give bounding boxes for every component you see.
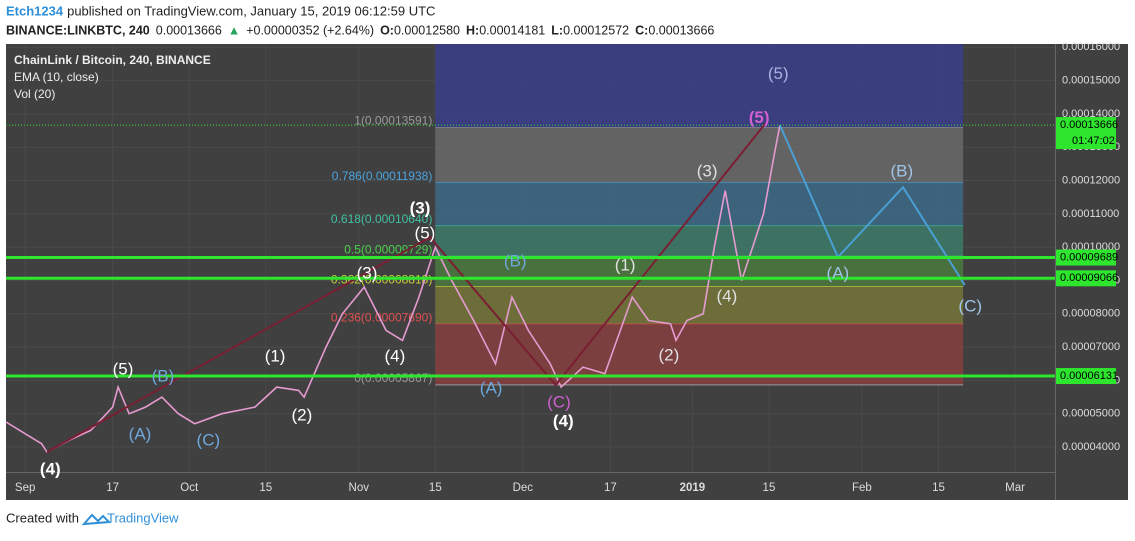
- header-text: ▲: [228, 23, 240, 37]
- wave-label: (C): [958, 297, 982, 316]
- wave-label: (3): [410, 199, 431, 218]
- wave-label: (A): [480, 379, 503, 398]
- x-tick-label: Nov: [349, 482, 370, 494]
- wave-label: (4): [716, 287, 737, 306]
- y-tick-label: 0.00012000: [1062, 174, 1120, 186]
- wave-label: (B): [504, 252, 527, 271]
- fib-zone: [435, 127, 964, 183]
- x-tick-label: 15: [429, 482, 442, 494]
- x-tick-label: Feb: [852, 482, 872, 494]
- x-tick-label: Dec: [513, 482, 534, 494]
- author[interactable]: Etch1234: [6, 3, 64, 18]
- header-text: L:: [551, 23, 563, 37]
- fib-zone: [435, 286, 964, 325]
- price-tag: [1056, 249, 1116, 266]
- countdown: 01:47:02: [1072, 135, 1115, 147]
- header-text: 0.00014181: [479, 23, 545, 37]
- price-line: [46, 123, 766, 453]
- wave-label: (2): [291, 406, 312, 425]
- price-tag: [1056, 368, 1116, 385]
- legend-entry: ChainLink / Bitcoin, 240, BINANCE: [14, 53, 211, 67]
- footer: Created with TradingView: [6, 510, 179, 525]
- price-tag-label: 0.00009689: [1060, 251, 1118, 263]
- fib-label: 0(0.00005867): [354, 371, 432, 385]
- price-tag: [1056, 270, 1116, 287]
- wave-label: (B): [152, 367, 175, 386]
- wave-label: (C): [547, 393, 571, 412]
- y-tick-label: 0.00015000: [1062, 75, 1120, 87]
- price-line: [5, 124, 781, 454]
- fib-label: 0.618(0.00010640): [331, 212, 432, 226]
- x-tick-label: Sep: [15, 482, 35, 494]
- wave-label: (A): [827, 264, 850, 283]
- fib-label: 0.786(0.00011938): [332, 169, 433, 183]
- header-text: 0.00013666: [648, 23, 714, 37]
- axis-divider: [6, 472, 1055, 473]
- wave-label: (5): [415, 224, 436, 243]
- y-tick-label: 0.00008000: [1062, 308, 1120, 320]
- wave-label: (1): [265, 347, 286, 366]
- header-text: O:: [380, 23, 394, 37]
- y-tick-label: 0.00007000: [1062, 341, 1120, 353]
- legend-entry: EMA (10, close): [14, 70, 99, 84]
- price-line: [778, 124, 966, 286]
- created-with: Created with: [6, 510, 79, 525]
- fib-label: 1(0.00013591): [354, 114, 432, 128]
- header-text: C:: [635, 23, 648, 37]
- chart: 0.000040000.000050000.000060000.00007000…: [5, 41, 1120, 500]
- wave-label: (1): [615, 256, 636, 275]
- y-tick-label: 0.00011000: [1062, 208, 1119, 220]
- fib-zone: [435, 256, 964, 287]
- fib-zone: [435, 225, 964, 257]
- price-tag-label: 0.00009066: [1060, 272, 1118, 284]
- wave-label: (5): [768, 64, 789, 83]
- wave-label: (4): [40, 459, 61, 478]
- wave-label: (3): [357, 264, 378, 283]
- fib-label: 0.236(0.00007690): [331, 310, 432, 324]
- price-tag-label: 0.00013666: [1060, 119, 1118, 131]
- header-text: BINANCE:LINKBTC, 240: [6, 23, 150, 37]
- y-tick-label: 0.00016000: [1062, 41, 1120, 53]
- fib-zone: [435, 182, 964, 226]
- wave-label: (4): [553, 412, 574, 431]
- x-tick-label: 15: [932, 482, 945, 494]
- x-tick-label: 2019: [680, 482, 706, 494]
- wave-label: (4): [384, 347, 405, 366]
- axis-divider: [1055, 44, 1056, 500]
- published: published on TradingView.com, January 15…: [67, 3, 435, 18]
- legend-entry: Vol (20): [14, 87, 55, 101]
- header-text: H:: [466, 23, 479, 37]
- wave-label: (A): [129, 425, 152, 444]
- x-tick-label: 17: [106, 482, 119, 494]
- header-text: 0.00012580: [394, 23, 460, 37]
- symbol-line: BINANCE:LINKBTC, 240 0.00013666 ▲ +0.000003…: [6, 23, 714, 37]
- brand[interactable]: TradingView: [107, 510, 179, 525]
- wave-label: (3): [697, 162, 718, 181]
- y-tick-label: 0.00014000: [1062, 108, 1120, 120]
- x-tick-label: 15: [259, 482, 272, 494]
- wave-label: (2): [658, 346, 679, 365]
- x-tick-label: Oct: [180, 482, 199, 494]
- price-tag: [1056, 117, 1116, 150]
- x-tick-label: 17: [604, 482, 617, 494]
- x-tick-label: 15: [763, 482, 776, 494]
- y-tick-label: 0.00004000: [1062, 441, 1120, 453]
- header-text: 0.00013666: [156, 23, 222, 37]
- fib-label: 0.5(0.00009729): [344, 242, 432, 256]
- fib-zone: [435, 44, 964, 128]
- x-tick-label: Mar: [1005, 482, 1025, 494]
- price-tag-label: 0.00006131: [1060, 370, 1118, 382]
- y-tick-label: 0.00005000: [1062, 408, 1120, 420]
- wave-label: (C): [197, 431, 221, 450]
- header-text: 0.00012572: [563, 23, 629, 37]
- wave-label: (B): [891, 162, 914, 181]
- wave-label: (5): [113, 360, 134, 379]
- logo: [81, 513, 112, 526]
- wave-label: (5): [749, 108, 770, 127]
- header-text: +0.00000352 (+2.64%): [246, 23, 374, 37]
